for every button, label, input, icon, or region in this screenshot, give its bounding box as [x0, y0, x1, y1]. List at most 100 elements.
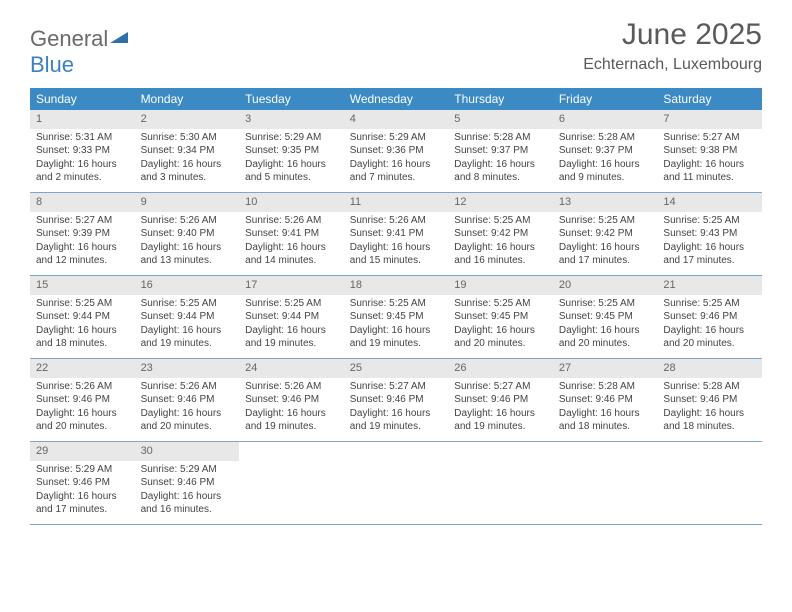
calendar-week-row: 1Sunrise: 5:31 AMSunset: 9:33 PMDaylight…: [30, 110, 762, 193]
daylight-line: Daylight: 16 hours and 9 minutes.: [559, 158, 652, 185]
calendar-day-cell: 7Sunrise: 5:27 AMSunset: 9:38 PMDaylight…: [657, 110, 762, 192]
day-info: Sunrise: 5:26 AMSunset: 9:41 PMDaylight:…: [239, 212, 344, 272]
day-info: Sunrise: 5:25 AMSunset: 9:43 PMDaylight:…: [657, 212, 762, 272]
day-info: Sunrise: 5:26 AMSunset: 9:46 PMDaylight:…: [135, 378, 240, 438]
calendar-day-cell: 21Sunrise: 5:25 AMSunset: 9:46 PMDayligh…: [657, 276, 762, 358]
sunrise-line: Sunrise: 5:25 AM: [663, 214, 756, 228]
calendar-day-cell: 29Sunrise: 5:29 AMSunset: 9:46 PMDayligh…: [30, 442, 135, 524]
day-number: 22: [30, 359, 135, 378]
calendar-day-cell: 14Sunrise: 5:25 AMSunset: 9:43 PMDayligh…: [657, 193, 762, 275]
sunset-line: Sunset: 9:37 PM: [454, 144, 547, 158]
daylight-line: Daylight: 16 hours and 3 minutes.: [141, 158, 234, 185]
calendar-day-cell: [553, 442, 658, 524]
day-number: 11: [344, 193, 449, 212]
sunset-line: Sunset: 9:37 PM: [559, 144, 652, 158]
daylight-line: Daylight: 16 hours and 19 minutes.: [454, 407, 547, 434]
logo-text-2: Blue: [30, 52, 74, 77]
sunrise-line: Sunrise: 5:25 AM: [141, 297, 234, 311]
day-info: Sunrise: 5:25 AMSunset: 9:42 PMDaylight:…: [448, 212, 553, 272]
daylight-line: Daylight: 16 hours and 11 minutes.: [663, 158, 756, 185]
daylight-line: Daylight: 16 hours and 19 minutes.: [350, 324, 443, 351]
daylight-line: Daylight: 16 hours and 19 minutes.: [350, 407, 443, 434]
logo-triangle-icon: [110, 24, 128, 50]
calendar-day-cell: 16Sunrise: 5:25 AMSunset: 9:44 PMDayligh…: [135, 276, 240, 358]
calendar-week-row: 15Sunrise: 5:25 AMSunset: 9:44 PMDayligh…: [30, 276, 762, 359]
daylight-line: Daylight: 16 hours and 2 minutes.: [36, 158, 129, 185]
sunset-line: Sunset: 9:44 PM: [245, 310, 338, 324]
day-number: 18: [344, 276, 449, 295]
logo-text-1: General: [30, 26, 108, 51]
day-info: Sunrise: 5:25 AMSunset: 9:44 PMDaylight:…: [239, 295, 344, 355]
day-info: Sunrise: 5:27 AMSunset: 9:46 PMDaylight:…: [448, 378, 553, 438]
calendar-day-cell: 12Sunrise: 5:25 AMSunset: 9:42 PMDayligh…: [448, 193, 553, 275]
day-number: 4: [344, 110, 449, 129]
calendar-grid: SundayMondayTuesdayWednesdayThursdayFrid…: [30, 88, 762, 525]
calendar-day-cell: 9Sunrise: 5:26 AMSunset: 9:40 PMDaylight…: [135, 193, 240, 275]
sunrise-line: Sunrise: 5:28 AM: [454, 131, 547, 145]
sunrise-line: Sunrise: 5:25 AM: [663, 297, 756, 311]
calendar-day-cell: 24Sunrise: 5:26 AMSunset: 9:46 PMDayligh…: [239, 359, 344, 441]
month-title: June 2025: [583, 18, 762, 52]
sunset-line: Sunset: 9:34 PM: [141, 144, 234, 158]
day-info: Sunrise: 5:30 AMSunset: 9:34 PMDaylight:…: [135, 129, 240, 189]
weekday-header: Friday: [553, 88, 658, 110]
sunrise-line: Sunrise: 5:26 AM: [245, 380, 338, 394]
sunset-line: Sunset: 9:35 PM: [245, 144, 338, 158]
sunrise-line: Sunrise: 5:26 AM: [245, 214, 338, 228]
calendar-day-cell: 5Sunrise: 5:28 AMSunset: 9:37 PMDaylight…: [448, 110, 553, 192]
sunrise-line: Sunrise: 5:25 AM: [559, 214, 652, 228]
day-number: 26: [448, 359, 553, 378]
day-info: Sunrise: 5:29 AMSunset: 9:46 PMDaylight:…: [30, 461, 135, 521]
sunset-line: Sunset: 9:33 PM: [36, 144, 129, 158]
day-info: Sunrise: 5:29 AMSunset: 9:46 PMDaylight:…: [135, 461, 240, 521]
calendar-day-cell: 27Sunrise: 5:28 AMSunset: 9:46 PMDayligh…: [553, 359, 658, 441]
weekday-header: Wednesday: [344, 88, 449, 110]
sunset-line: Sunset: 9:42 PM: [559, 227, 652, 241]
daylight-line: Daylight: 16 hours and 14 minutes.: [245, 241, 338, 268]
day-number: 3: [239, 110, 344, 129]
daylight-line: Daylight: 16 hours and 18 minutes.: [559, 407, 652, 434]
day-number: 12: [448, 193, 553, 212]
day-number: 6: [553, 110, 658, 129]
day-info: Sunrise: 5:28 AMSunset: 9:46 PMDaylight:…: [657, 378, 762, 438]
calendar-day-cell: 25Sunrise: 5:27 AMSunset: 9:46 PMDayligh…: [344, 359, 449, 441]
calendar-day-cell: 6Sunrise: 5:28 AMSunset: 9:37 PMDaylight…: [553, 110, 658, 192]
daylight-line: Daylight: 16 hours and 18 minutes.: [663, 407, 756, 434]
sunset-line: Sunset: 9:41 PM: [245, 227, 338, 241]
calendar-week-row: 29Sunrise: 5:29 AMSunset: 9:46 PMDayligh…: [30, 442, 762, 525]
daylight-line: Daylight: 16 hours and 18 minutes.: [36, 324, 129, 351]
daylight-line: Daylight: 16 hours and 17 minutes.: [663, 241, 756, 268]
location-subtitle: Echternach, Luxembourg: [583, 56, 762, 74]
sunset-line: Sunset: 9:46 PM: [663, 393, 756, 407]
day-number: 1: [30, 110, 135, 129]
daylight-line: Daylight: 16 hours and 20 minutes.: [454, 324, 547, 351]
weekday-header: Saturday: [657, 88, 762, 110]
sunset-line: Sunset: 9:46 PM: [36, 476, 129, 490]
sunset-line: Sunset: 9:45 PM: [454, 310, 547, 324]
sunrise-line: Sunrise: 5:27 AM: [454, 380, 547, 394]
sunrise-line: Sunrise: 5:26 AM: [141, 380, 234, 394]
day-number: 9: [135, 193, 240, 212]
day-info: Sunrise: 5:26 AMSunset: 9:46 PMDaylight:…: [239, 378, 344, 438]
calendar-day-cell: 13Sunrise: 5:25 AMSunset: 9:42 PMDayligh…: [553, 193, 658, 275]
day-info: Sunrise: 5:25 AMSunset: 9:44 PMDaylight:…: [135, 295, 240, 355]
sunrise-line: Sunrise: 5:26 AM: [350, 214, 443, 228]
daylight-line: Daylight: 16 hours and 13 minutes.: [141, 241, 234, 268]
weekday-header: Tuesday: [239, 88, 344, 110]
daylight-line: Daylight: 16 hours and 20 minutes.: [559, 324, 652, 351]
day-number: 13: [553, 193, 658, 212]
day-info: Sunrise: 5:25 AMSunset: 9:46 PMDaylight:…: [657, 295, 762, 355]
day-info: Sunrise: 5:28 AMSunset: 9:37 PMDaylight:…: [448, 129, 553, 189]
calendar-day-cell: 20Sunrise: 5:25 AMSunset: 9:45 PMDayligh…: [553, 276, 658, 358]
day-info: Sunrise: 5:25 AMSunset: 9:45 PMDaylight:…: [448, 295, 553, 355]
sunset-line: Sunset: 9:46 PM: [454, 393, 547, 407]
sunrise-line: Sunrise: 5:31 AM: [36, 131, 129, 145]
calendar-day-cell: 30Sunrise: 5:29 AMSunset: 9:46 PMDayligh…: [135, 442, 240, 524]
day-info: Sunrise: 5:29 AMSunset: 9:35 PMDaylight:…: [239, 129, 344, 189]
calendar-week-row: 8Sunrise: 5:27 AMSunset: 9:39 PMDaylight…: [30, 193, 762, 276]
daylight-line: Daylight: 16 hours and 15 minutes.: [350, 241, 443, 268]
sunset-line: Sunset: 9:44 PM: [36, 310, 129, 324]
sunset-line: Sunset: 9:46 PM: [663, 310, 756, 324]
day-number: 25: [344, 359, 449, 378]
day-number: 23: [135, 359, 240, 378]
